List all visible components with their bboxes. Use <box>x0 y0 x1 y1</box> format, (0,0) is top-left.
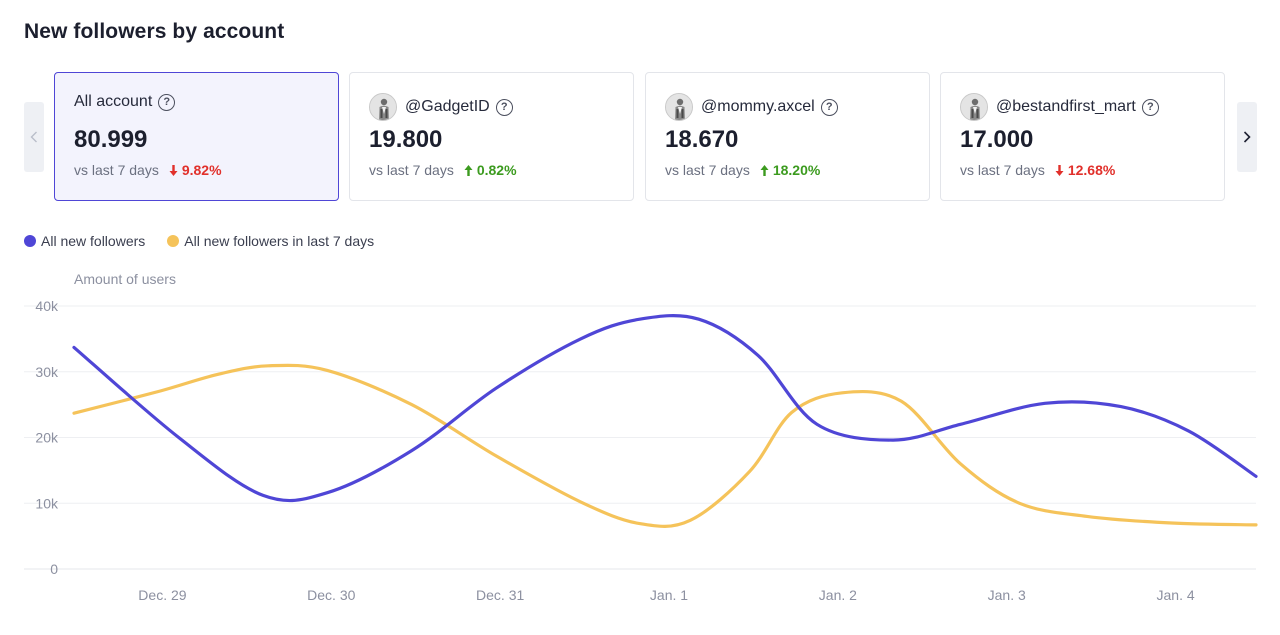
page-title: New followers by account <box>24 20 285 43</box>
x-tick-label: Jan. 3 <box>988 587 1026 603</box>
help-icon[interactable]: ? <box>158 93 176 111</box>
legend-label: All new followers in last 7 days <box>184 233 375 249</box>
comparison-row: vs last 7 days 0.82% <box>369 162 517 178</box>
account-card-header: @bestandfirst_mart? <box>960 93 1159 121</box>
y-tick-label: 30k <box>35 364 59 380</box>
arrow-up-icon <box>464 164 473 176</box>
follower-count: 80.999 <box>74 126 148 153</box>
account-name: All account <box>74 93 153 110</box>
change-value: 12.68% <box>1067 162 1116 178</box>
change-value: 0.82% <box>476 162 517 178</box>
y-tick-label: 10k <box>35 495 59 511</box>
legend-item-last-7-days[interactable]: All new followers in last 7 days <box>167 233 374 249</box>
carousel-prev-button[interactable] <box>24 102 44 172</box>
account-name: @GadgetID <box>405 98 490 115</box>
series-line-last-7-days <box>72 363 1258 528</box>
comparison-label: vs last 7 days <box>960 162 1045 178</box>
chevron-left-icon <box>30 131 37 143</box>
follower-count: 18.670 <box>665 126 739 153</box>
change-badge: 9.82% <box>169 162 222 178</box>
change-value: 9.82% <box>181 162 222 178</box>
x-tick-label: Dec. 30 <box>307 587 355 603</box>
comparison-row: vs last 7 days 9.82% <box>74 162 222 178</box>
legend-item-all-new-followers[interactable]: All new followers <box>24 233 145 249</box>
change-badge: 0.82% <box>464 162 517 178</box>
x-tick-label: Jan. 4 <box>1157 587 1195 603</box>
legend-label: All new followers <box>41 233 146 249</box>
legend-swatch-primary <box>24 235 36 247</box>
x-tick-label: Jan. 1 <box>650 587 688 603</box>
y-tick-label: 20k <box>35 430 59 446</box>
y-tick-label: 0 <box>50 561 58 577</box>
follower-count: 17.000 <box>960 126 1034 153</box>
chart-legend: All new followers All new followers in l… <box>24 233 374 249</box>
account-name: @mommy.axcel <box>701 98 815 115</box>
account-card-header: All account? <box>74 93 176 111</box>
y-axis-label: Amount of users <box>74 271 176 287</box>
account-card[interactable]: All account? 80.999 vs last 7 days 9.82% <box>54 72 339 201</box>
account-card[interactable]: @GadgetID? 19.800 vs last 7 days 0.82% <box>349 72 634 201</box>
series-line-all-new-followers <box>72 314 1258 503</box>
x-tick-label: Jan. 2 <box>819 587 857 603</box>
arrow-down-icon <box>1055 164 1064 176</box>
avatar <box>369 93 397 121</box>
chevron-right-icon <box>1243 131 1251 143</box>
arrow-up-icon <box>760 164 769 176</box>
legend-swatch-secondary <box>167 235 180 247</box>
x-tick-label: Dec. 31 <box>476 587 524 603</box>
line-chart: Amount of users 0 10k 20k 30k 40k Dec. 29 Dec. … <box>24 271 1258 603</box>
help-icon[interactable]: ? <box>495 98 513 116</box>
follower-count: 19.800 <box>369 126 443 153</box>
y-tick-label: 40k <box>35 298 59 314</box>
avatar <box>665 93 693 121</box>
account-card[interactable]: @mommy.axcel? 18.670 vs last 7 days 18.20% <box>645 72 930 201</box>
avatar <box>960 93 988 121</box>
account-card-header: @mommy.axcel? <box>665 93 838 121</box>
change-badge: 12.68% <box>1055 162 1115 178</box>
carousel-next-button[interactable] <box>1237 102 1257 172</box>
arrow-down-icon <box>169 164 178 176</box>
change-badge: 18.20% <box>760 162 820 178</box>
help-icon[interactable]: ? <box>1141 98 1159 116</box>
comparison-label: vs last 7 days <box>74 162 159 178</box>
help-icon[interactable]: ? <box>820 98 838 116</box>
account-name: @bestandfirst_mart <box>996 98 1136 115</box>
change-value: 18.20% <box>772 162 821 178</box>
comparison-row: vs last 7 days 18.20% <box>665 162 820 178</box>
comparison-label: vs last 7 days <box>369 162 454 178</box>
comparison-row: vs last 7 days 12.68% <box>960 162 1115 178</box>
comparison-label: vs last 7 days <box>665 162 750 178</box>
account-card[interactable]: @bestandfirst_mart? 17.000 vs last 7 days 1… <box>940 72 1225 201</box>
x-tick-label: Dec. 29 <box>138 587 186 603</box>
account-card-header: @GadgetID? <box>369 93 513 121</box>
